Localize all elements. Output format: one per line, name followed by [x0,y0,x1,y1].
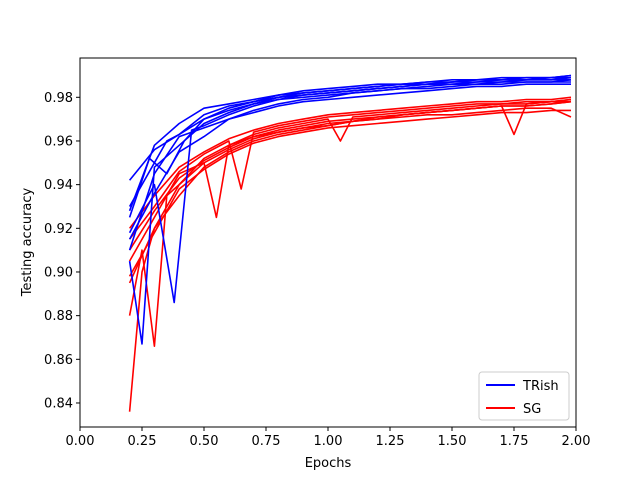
y-tick-label: 0.98 [44,91,73,106]
series-line-trish [128,83,571,251]
legend: TRish SG [478,371,570,421]
series-line-sg [128,100,571,284]
series-line-trish [128,81,571,240]
x-axis-label: Epochs [305,456,352,471]
y-tick-label: 0.84 [44,396,73,411]
x-tick-label: 0.25 [128,434,157,449]
y-axis-label: Testing accuracy [20,187,35,297]
x-tick-label: 0.75 [252,434,281,449]
y-tick-label: 0.94 [44,178,73,193]
series-layer [128,74,572,412]
x-tick-label: 1.25 [376,434,405,449]
y-tick-label: 0.90 [44,265,73,280]
x-tick-label: 0.50 [190,434,219,449]
x-tick-label: 1.00 [314,434,343,449]
series-line-trish [128,74,572,212]
legend-label-sg: SG [523,402,541,417]
y-tick-label: 0.92 [44,222,73,237]
x-tick-label: 0.00 [66,434,95,449]
x-tick-label: 1.75 [500,434,529,449]
y-tick-label: 0.96 [44,134,73,149]
y-axis: 0.84 0.86 0.88 0.90 0.92 0.94 0.96 0.98 [44,91,80,411]
y-tick-label: 0.88 [44,309,73,324]
series-line-sg [128,96,572,229]
series-line-sg [128,109,571,277]
x-tick-label: 2.00 [562,434,591,449]
series-line-sg [128,98,572,240]
legend-label-trish: TRish [522,379,559,394]
x-tick-label: 1.50 [438,434,467,449]
y-tick-label: 0.86 [44,353,73,368]
series-line-trish [128,74,572,218]
series-line-sg [128,107,572,251]
x-axis: 0.00 0.25 0.50 0.75 1.00 1.25 1.50 1.75 2.00 [66,427,591,449]
